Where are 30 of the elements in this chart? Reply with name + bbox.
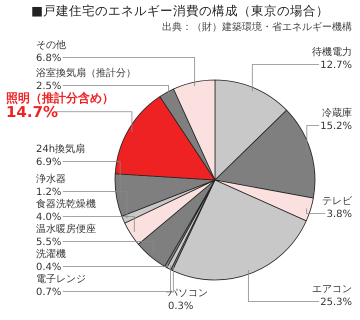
data-label: 4.0% bbox=[36, 212, 62, 223]
data-label: 3.8% bbox=[326, 209, 352, 220]
data-label: 12.7% bbox=[320, 60, 352, 71]
data-label: 2.5% bbox=[36, 81, 62, 92]
data-label: 5.5% bbox=[36, 237, 62, 248]
slice-label: パソコン bbox=[167, 288, 208, 299]
slice-label: エアコン bbox=[312, 284, 352, 295]
data-label: 15.2% bbox=[320, 121, 352, 132]
slice-label: 電子レンジ bbox=[36, 274, 86, 285]
data-label: 1.2% bbox=[36, 187, 62, 198]
slice-label: 照明（推計分含め） bbox=[6, 91, 114, 105]
data-label: 0.7% bbox=[36, 287, 62, 298]
slice-label: 待機電力 bbox=[312, 46, 352, 58]
slice-label: 浄水器 bbox=[36, 173, 66, 185]
slice-label: 冷蔵庫 bbox=[322, 107, 352, 119]
slice-label: 食器洗乾燥機 bbox=[36, 198, 96, 210]
slice-label: その他 bbox=[36, 39, 66, 51]
slice-label: テレビ bbox=[322, 196, 353, 207]
slice-label: 24h換気扇 bbox=[36, 143, 86, 155]
data-label: 6.9% bbox=[36, 157, 62, 168]
data-label: 0.3% bbox=[168, 301, 194, 312]
chart-title: ■戸建住宅のエネルギー消費の構成（東京の場合） bbox=[31, 3, 329, 18]
slice-label: 洗濯機 bbox=[36, 248, 66, 260]
data-label: 0.4% bbox=[36, 262, 62, 273]
slice-label: 浴室換気扇（推計分） bbox=[36, 67, 136, 79]
data-label: 6.8% bbox=[36, 53, 62, 64]
source-note: 出典：（財）建築環境・省エネルギー機構 bbox=[162, 21, 352, 33]
slice-label: 温水暖房便座 bbox=[36, 223, 96, 235]
data-label: 25.3% bbox=[320, 297, 352, 308]
data-label: 14.7% bbox=[6, 103, 58, 121]
